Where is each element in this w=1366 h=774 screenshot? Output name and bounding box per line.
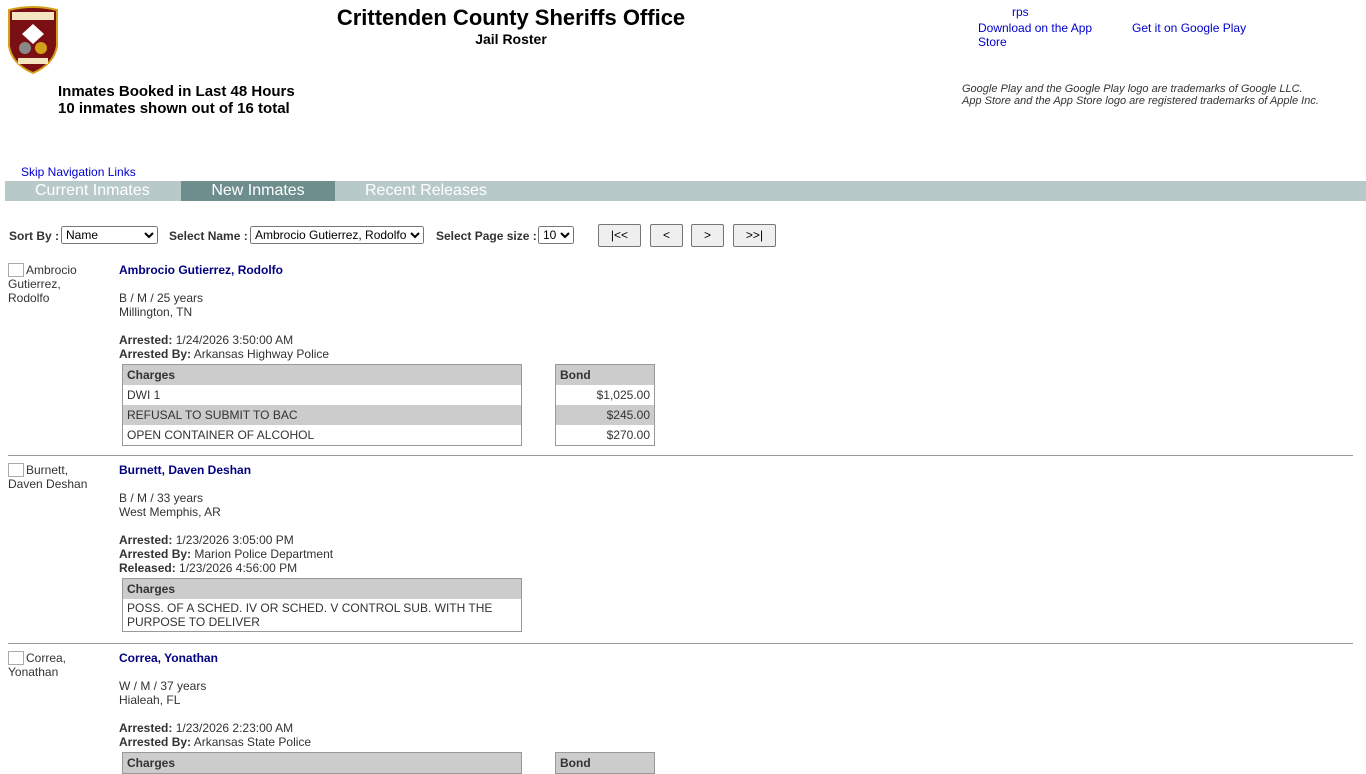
bond-amount: $1,025.00 xyxy=(596,388,650,402)
arrested-date: 1/24/2026 3:50:00 AM xyxy=(175,333,294,347)
photo-alt: Correa, Yonathan xyxy=(8,651,67,679)
charges-header: Charges xyxy=(122,752,522,774)
arrested-label: Arrested: xyxy=(119,333,173,347)
sort-label: Sort By : xyxy=(9,229,60,243)
photo-alt: Ambrocio Gutierrez, Rodolfo xyxy=(8,263,77,305)
nav-menu: Current Inmates New Inmates Recent Relea… xyxy=(5,181,1366,201)
arrested-date: 1/23/2026 2:23:00 AM xyxy=(175,721,294,735)
demographics: W / M / 37 years xyxy=(119,679,207,693)
arrested-by-label: Arrested By: xyxy=(119,735,192,749)
booked-heading: Inmates Booked in Last 48 Hours xyxy=(58,83,295,100)
charge: REFUSAL TO SUBMIT TO BAC xyxy=(122,405,522,425)
bond-amount: $245.00 xyxy=(555,405,655,425)
released-date: 1/23/2026 4:56:00 PM xyxy=(179,561,298,575)
rps-image-link[interactable]: rps xyxy=(1012,5,1029,19)
arrested-label: Arrested: xyxy=(119,533,173,547)
trademark-apple: App Store and the App Store logo are reg… xyxy=(962,95,1319,107)
broken-image-icon xyxy=(8,651,24,665)
trademark-google: Google Play and the Google Play logo are… xyxy=(962,83,1303,95)
demographics: B / M / 25 years xyxy=(119,291,204,305)
shown-count: 10 inmates shown out of 16 total xyxy=(58,100,290,117)
arresting-agency: Arkansas Highway Police xyxy=(193,347,330,361)
divider xyxy=(8,455,1353,456)
arresting-agency: Marion Police Department xyxy=(194,547,334,561)
app-store-link[interactable]: Download on the App Store xyxy=(978,21,1093,49)
page-subtitle: Jail Roster xyxy=(475,31,547,47)
inmate-photo: Ambrocio Gutierrez, Rodolfo xyxy=(8,263,88,305)
charge: OPEN CONTAINER OF ALCOHOL xyxy=(127,428,315,442)
page-size-select[interactable]: 10 xyxy=(538,226,574,244)
arrested-by-label: Arrested By: xyxy=(119,347,192,361)
arrested-label: Arrested: xyxy=(119,721,173,735)
prev-page-button[interactable]: < xyxy=(650,224,683,247)
charge: DWI 1 xyxy=(127,388,161,402)
trademark-notice: Google Play and the Google Play logo are… xyxy=(962,83,1319,107)
name-select[interactable]: Ambrocio Gutierrez, Rodolfo xyxy=(250,226,424,244)
charges-table: Charges DWI 1 REFUSAL TO SUBMIT TO BAC O… xyxy=(122,364,522,446)
booking-summary: Inmates Booked in Last 48 Hours 10 inmate… xyxy=(58,83,295,117)
charges-header: Charges xyxy=(122,364,522,385)
bond-amount: $270.00 xyxy=(606,428,650,442)
page-size-label: Select Page size : xyxy=(436,229,537,243)
city: West Memphis, AR xyxy=(119,505,221,519)
broken-image-icon xyxy=(8,463,24,477)
google-play-link[interactable]: Get it on Google Play xyxy=(1132,21,1247,35)
inmate-name-link[interactable]: Ambrocio Gutierrez, Rodolfo xyxy=(119,263,284,277)
bond-header: Bond xyxy=(555,364,655,385)
inmate-photo: Burnett, Daven Deshan xyxy=(8,463,88,491)
first-page-button[interactable]: |<< xyxy=(598,224,641,247)
tab-new-inmates[interactable]: New Inmates xyxy=(181,181,335,201)
charges-table: Charges xyxy=(122,752,522,774)
arrested-by-label: Arrested By: xyxy=(119,547,192,561)
inmate-photo: Correa, Yonathan xyxy=(8,651,88,679)
skip-navigation-link[interactable]: Skip Navigation Links xyxy=(21,165,136,179)
bond-header: Bond xyxy=(555,752,655,774)
city: Hialeah, FL xyxy=(119,693,181,707)
city: Millington, TN xyxy=(119,305,193,319)
tab-current-inmates[interactable]: Current Inmates xyxy=(35,182,150,199)
charge: POSS. OF A SCHED. IV OR SCHED. V CONTROL… xyxy=(127,601,493,629)
last-page-button[interactable]: >>| xyxy=(733,224,776,247)
inmate-name-link[interactable]: Burnett, Daven Deshan xyxy=(119,463,252,477)
charges-table: Charges POSS. OF A SCHED. IV OR SCHED. V… xyxy=(122,578,522,632)
bond-table: Bond xyxy=(555,752,655,774)
tab-recent-releases[interactable]: Recent Releases xyxy=(365,182,487,199)
sheriff-logo xyxy=(8,6,58,74)
inmate-name-link[interactable]: Correa, Yonathan xyxy=(119,651,218,665)
broken-image-icon xyxy=(8,263,24,277)
photo-alt: Burnett, Daven Deshan xyxy=(8,463,88,491)
charges-header: Charges xyxy=(122,578,522,599)
demographics: B / M / 33 years xyxy=(119,491,204,505)
page-title: Crittenden County Sheriffs Office xyxy=(336,5,686,30)
bond-table: Bond $1,025.00 $245.00 $270.00 xyxy=(555,364,655,446)
name-label: Select Name : xyxy=(169,229,248,243)
divider xyxy=(8,643,1353,644)
arrested-date: 1/23/2026 3:05:00 PM xyxy=(175,533,294,547)
arresting-agency: Arkansas State Police xyxy=(193,735,312,749)
next-page-button[interactable]: > xyxy=(691,224,724,247)
released-label: Released: xyxy=(119,561,176,575)
sort-select[interactable]: Name xyxy=(61,226,158,244)
